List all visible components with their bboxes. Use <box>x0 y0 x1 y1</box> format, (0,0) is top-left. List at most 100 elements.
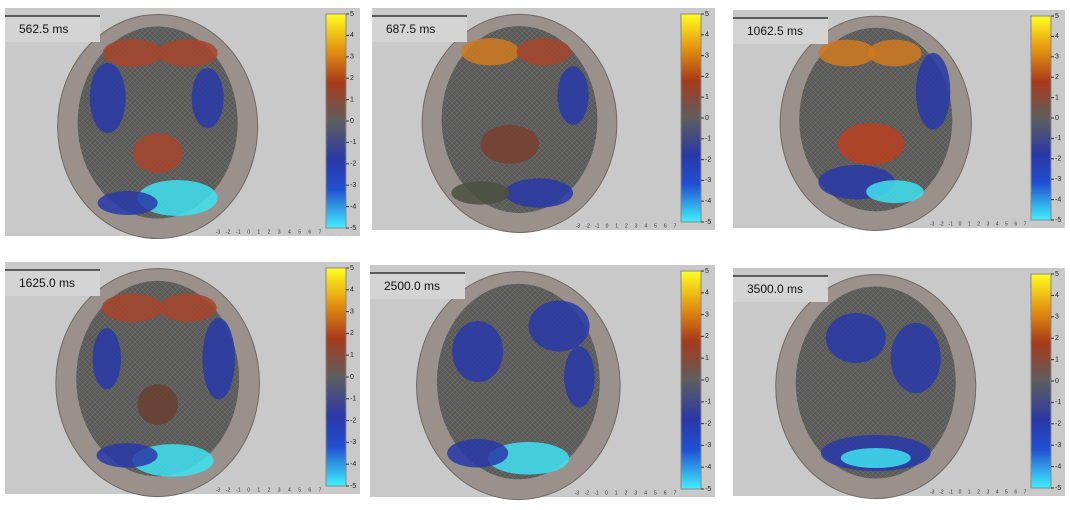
colorbar-tick-label: -1 <box>705 136 711 143</box>
activity <box>452 320 504 383</box>
activity <box>825 313 886 363</box>
axis-tick-label: -2 <box>585 223 590 229</box>
colorbar-tick-label: -3 <box>1055 442 1061 449</box>
activity <box>89 63 126 133</box>
axis-tick-label: -3 <box>930 221 935 227</box>
colorbar-tick-label: -1 <box>350 396 356 403</box>
colorbar-tick-label: 1 <box>350 352 354 359</box>
axis-tick-label: -3 <box>216 487 221 493</box>
axis-tick-label: 4 <box>288 487 291 493</box>
activity <box>451 181 510 205</box>
activity <box>461 38 520 66</box>
axis-tick-label: 6 <box>1014 221 1017 227</box>
colorbar-tick-label: -3 <box>705 177 711 184</box>
colorbar-tick-label: -4 <box>705 464 711 471</box>
axis-tick-label: 0 <box>959 489 962 495</box>
colorbar-tick-label: -3 <box>705 442 711 449</box>
colorbar-tick-label: 3 <box>705 311 709 318</box>
colorbar-tick-label: 1 <box>705 355 709 362</box>
axis-tick-label: 5 <box>1005 221 1008 227</box>
time-box <box>733 276 828 302</box>
axis-tick-label: 0 <box>247 487 250 493</box>
time-box <box>733 18 828 44</box>
colorbar <box>680 270 702 490</box>
activity <box>516 38 572 66</box>
colorbar-tick-label: -5 <box>350 483 356 490</box>
activity <box>840 448 911 468</box>
axis-tick-label: 7 <box>1024 489 1027 495</box>
axis-tick-label: -1 <box>236 229 241 235</box>
colorbar-tick-label: 1 <box>705 94 709 101</box>
colorbar <box>680 13 702 223</box>
time-box <box>5 270 100 296</box>
colorbar-tick-label: -5 <box>1055 217 1061 224</box>
colorbar-tick-label: 2 <box>350 75 354 82</box>
axis-tick-label: 5 <box>1005 489 1008 495</box>
activity <box>557 66 589 125</box>
colorbar-tick-label: -5 <box>705 219 711 226</box>
colorbar-tick-label: 2 <box>1055 74 1059 81</box>
activity <box>480 124 539 164</box>
colorbar-tick-label: -2 <box>705 420 711 427</box>
axis-tick-label: 1 <box>968 489 971 495</box>
colorbar-tick-label: -4 <box>350 461 356 468</box>
colorbar <box>1030 273 1052 489</box>
colorbar-tick-label: 5 <box>350 265 354 272</box>
axis-tick-label: 7 <box>319 487 322 493</box>
colorbar-tick-label: -2 <box>350 417 356 424</box>
colorbar-tick-label: 2 <box>705 73 709 80</box>
axis-tick-label: 7 <box>674 223 677 229</box>
colorbar-tick-label: 0 <box>1055 378 1059 385</box>
activity <box>487 442 570 475</box>
axis-tick-label: 2 <box>268 487 271 493</box>
axis-tick-label: -1 <box>949 489 954 495</box>
colorbar-tick-label: 3 <box>350 308 354 315</box>
colorbar-tick-label: 3 <box>1055 314 1059 321</box>
axis-tick-label: 2 <box>977 489 980 495</box>
axis-tick-label: 0 <box>606 223 609 229</box>
axis-tick-label: 6 <box>308 229 311 235</box>
time-label: 2500.0 ms <box>384 279 440 293</box>
axis-tick-label: 1 <box>615 223 618 229</box>
axis-tick-label: -2 <box>226 229 231 235</box>
colorbar-tick-label: -2 <box>1055 156 1061 163</box>
activity <box>868 39 922 67</box>
colorbar-tick-label: 0 <box>705 377 709 384</box>
time-label: 1062.5 ms <box>747 24 803 38</box>
activity <box>159 293 217 323</box>
axis-tick-label: -2 <box>939 489 944 495</box>
axis-tick-label: 1 <box>257 229 260 235</box>
axis-tick-label: 4 <box>644 223 647 229</box>
time-label: 687.5 ms <box>386 22 435 36</box>
axis-tick-label: 4 <box>288 229 291 235</box>
brain-mesh <box>441 26 598 214</box>
colorbar-tick-label: -4 <box>350 203 356 210</box>
colorbar-tick-label: 2 <box>705 333 709 340</box>
colorbar-tick-label: 5 <box>350 11 354 18</box>
activity <box>447 439 509 468</box>
axis-tick-label: -2 <box>226 487 231 493</box>
colorbar-tick-label: 4 <box>705 32 709 39</box>
colorbar-tick-label: -3 <box>350 439 356 446</box>
axis-tick-label: 6 <box>664 490 667 496</box>
axis-tick-label: 7 <box>1024 221 1027 227</box>
colorbar-tick-label: -1 <box>350 139 356 146</box>
axis-tick-label: 2 <box>625 490 628 496</box>
axis-tick-label: 6 <box>1014 489 1017 495</box>
axis-tick-label: 2 <box>625 223 628 229</box>
axis-tick-label: 0 <box>247 229 250 235</box>
time-label: 562.5 ms <box>19 22 68 36</box>
axis-tick-label: 5 <box>654 490 657 496</box>
axis-tick-label: 5 <box>654 223 657 229</box>
activity <box>837 122 905 165</box>
axis-tick-label: 2 <box>977 221 980 227</box>
axis-tick-label: 3 <box>278 487 281 493</box>
colorbar-tick-label: 4 <box>350 287 354 294</box>
time-box <box>372 16 467 42</box>
colorbar <box>325 13 347 229</box>
axis-tick-label: -3 <box>930 489 935 495</box>
axis-tick-label: -1 <box>594 490 599 496</box>
